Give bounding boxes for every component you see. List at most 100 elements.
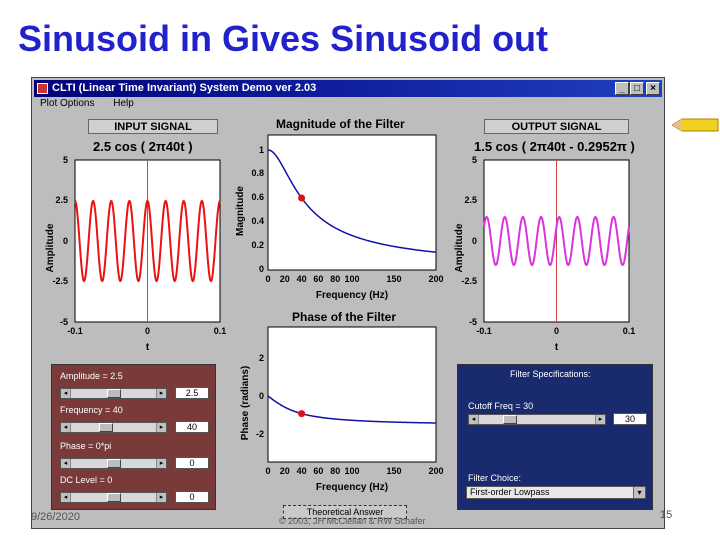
- output-formula: 1.5 cos ( 2π40t - 0.2952π ): [474, 139, 635, 154]
- output-ytick: -2.5: [461, 276, 477, 286]
- magnitude-plot: Magnitude 1 0.8 0.6 0.4 0.2 0 0 20 40 60 80 1…: [235, 134, 444, 301]
- cutoff-slider[interactable]: ◂ ▸: [468, 414, 606, 425]
- input-signal-line: [74, 199, 221, 282]
- control-value-field[interactable]: 2.5: [175, 387, 209, 399]
- right-arrow-icon[interactable]: ▸: [156, 459, 166, 468]
- left-arrow-icon[interactable]: ◂: [61, 459, 71, 468]
- left-arrow-icon[interactable]: ◂: [61, 493, 71, 502]
- cutoff-left-arrow-icon[interactable]: ◂: [469, 415, 479, 424]
- right-arrow-icon[interactable]: ▸: [156, 423, 166, 432]
- frequency-tick: 100: [344, 466, 359, 476]
- output-xtick: -0.1: [476, 326, 492, 336]
- filter-choice-select[interactable]: First-order Lowpass ▾: [466, 486, 646, 499]
- filter-choice-value: First-order Lowpass: [470, 487, 550, 497]
- magnitude-plot-title: Magnitude of the Filter: [276, 117, 405, 131]
- cutoff-slider-thumb[interactable]: [502, 415, 517, 424]
- frequency-tick: 0: [265, 274, 270, 284]
- theoretical-answer-button[interactable]: Theoretical Answer: [283, 505, 407, 519]
- left-arrow-icon[interactable]: ◂: [61, 423, 71, 432]
- input-xtick: -0.1: [67, 326, 83, 336]
- frequency-tick: 200: [428, 274, 443, 284]
- input-xtick: 0: [145, 326, 150, 336]
- phase-plot-title: Phase of the Filter: [292, 310, 397, 324]
- frequency-tick: 150: [386, 274, 401, 284]
- control-slider[interactable]: ◂ ▸: [60, 458, 167, 469]
- input-formula: 2.5 cos ( 2π40t ): [93, 139, 193, 154]
- close-button[interactable]: ×: [646, 82, 660, 95]
- cutoff-right-arrow-icon[interactable]: ▸: [595, 415, 605, 424]
- phase-plot: Phase (radians) 2 0 -2 0 20 40 60 80 100 150 20…: [240, 326, 444, 493]
- frequency-tick: 150: [386, 466, 401, 476]
- slider-thumb[interactable]: [99, 423, 114, 432]
- output-ylabel: Amplitude: [454, 223, 465, 272]
- frequency-tick: 100: [344, 274, 359, 284]
- frequency-tick: 80: [330, 466, 340, 476]
- output-xtick: 0.1: [623, 326, 636, 336]
- slide-copyright: © 2003, JH McClellan & RW Schafer: [279, 516, 426, 526]
- magnitude-marker: [298, 194, 306, 202]
- app-icon: [37, 83, 48, 94]
- input-ytick: -2.5: [52, 276, 68, 286]
- menu-plot-options[interactable]: Plot Options: [40, 98, 95, 109]
- input-controls-panel: Amplitude = 2.5 ◂ ▸ 2.5 Frequency = 40 ◂ ▸ 40 Ph…: [51, 364, 216, 510]
- input-ytick: 0: [63, 236, 68, 246]
- control-slider[interactable]: ◂ ▸: [60, 422, 167, 433]
- menu-help[interactable]: Help: [113, 98, 134, 109]
- slider-thumb[interactable]: [106, 459, 121, 468]
- frequency-tick: 20: [280, 274, 290, 284]
- slide-date: 9/26/2020: [31, 511, 80, 523]
- control-slider[interactable]: ◂ ▸: [60, 388, 167, 399]
- phase-xlabel: Frequency (Hz): [316, 482, 388, 493]
- output-ytick: 0: [472, 236, 477, 246]
- slider-thumb[interactable]: [106, 389, 121, 398]
- frequency-tick: 60: [313, 466, 323, 476]
- output-signal-label: OUTPUT SIGNAL: [484, 119, 629, 134]
- control-value-field[interactable]: 0: [175, 457, 209, 469]
- left-arrow-icon[interactable]: ◂: [61, 389, 71, 398]
- output-ytick: 5: [472, 155, 477, 165]
- cutoff-label: Cutoff Freq = 30: [468, 401, 534, 411]
- magnitude-ytick: 0.6: [251, 192, 264, 202]
- window-titlebar[interactable]: CLTI (Linear Time Invariant) System Demo…: [34, 80, 662, 97]
- magnitude-ytick: 0.2: [251, 240, 264, 250]
- input-plot: Amplitude 5 2.5 0 -2.5 -5 -0.1 0 0.1 t: [45, 155, 226, 353]
- control-label: Phase = 0*pi: [60, 441, 112, 451]
- input-ylabel: Amplitude: [45, 223, 56, 272]
- frequency-tick: 200: [428, 466, 443, 476]
- menu-bar: Plot Options Help: [34, 97, 662, 111]
- output-ytick: -5: [469, 317, 477, 327]
- input-xtick: 0.1: [214, 326, 227, 336]
- magnitude-ytick: 0: [259, 264, 264, 274]
- magnitude-ytick: 1: [259, 145, 264, 155]
- frequency-tick: 0: [265, 466, 270, 476]
- right-arrow-icon[interactable]: ▸: [156, 493, 166, 502]
- slide-page-number: 15: [660, 509, 673, 521]
- slider-thumb[interactable]: [106, 493, 121, 502]
- input-xlabel: t: [146, 342, 150, 353]
- output-xlabel: t: [555, 342, 559, 353]
- control-label: Amplitude = 2.5: [60, 371, 123, 381]
- right-arrow-icon[interactable]: ▸: [156, 389, 166, 398]
- frequency-tick: 80: [330, 274, 340, 284]
- filter-spec-heading: Filter Specifications:: [510, 369, 591, 379]
- chevron-down-icon[interactable]: ▾: [633, 487, 645, 498]
- phase-marker: [298, 410, 306, 418]
- cutoff-value-field[interactable]: 30: [613, 413, 647, 425]
- control-label: Frequency = 40: [60, 405, 123, 415]
- output-xtick: 0: [554, 326, 559, 336]
- magnitude-ylabel: Magnitude: [235, 186, 246, 236]
- phase-ytick: 0: [259, 391, 264, 401]
- control-value-field[interactable]: 40: [175, 421, 209, 433]
- maximize-button[interactable]: □: [630, 82, 644, 95]
- phase-curve: [267, 395, 437, 424]
- control-slider[interactable]: ◂ ▸: [60, 492, 167, 503]
- phase-ytick: 2: [259, 353, 264, 363]
- control-value-field[interactable]: 0: [175, 491, 209, 503]
- output-ytick: 2.5: [464, 195, 477, 205]
- control-label: DC Level = 0: [60, 475, 113, 485]
- frequency-tick: 40: [297, 466, 307, 476]
- frequency-tick: 60: [313, 274, 323, 284]
- magnitude-xlabel: Frequency (Hz): [316, 290, 388, 301]
- minimize-button[interactable]: _: [615, 82, 629, 95]
